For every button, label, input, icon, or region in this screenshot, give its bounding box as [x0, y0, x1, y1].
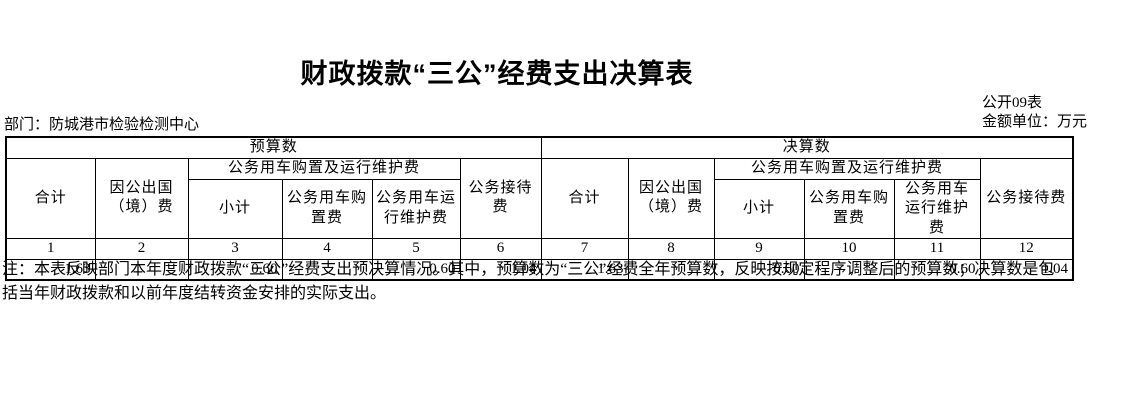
th-vehicle-subtotal-budget: 小计 [187, 178, 283, 239]
column-number-cell: 6 [459, 238, 542, 260]
note-text: 注：本表反映部门本年度财政拨款“三公”经费支出预决算情况。其中，预算数为“三公”… [2, 258, 1112, 306]
budget-section-header: 预算数 [5, 136, 542, 159]
th-total-budget: 合计 [5, 157, 96, 239]
th-reception-budget-label: 公务接待费 [468, 179, 533, 216]
column-number-cell: 1 [5, 238, 96, 260]
column-number-cell: 12 [979, 238, 1074, 260]
unit-label: 金额单位：万元 [982, 114, 1088, 130]
value-cell: 1.04 [459, 258, 542, 281]
column-number-cell: 2 [94, 238, 189, 260]
value-cell: 1.04 [979, 258, 1074, 281]
th-vehicle-purchase-final: 公务用车购置费 [803, 178, 895, 239]
page-title: 财政拨款“三公”经费支出决算表 [300, 59, 694, 89]
column-number-cell: 5 [371, 238, 461, 260]
column-number-cell: 9 [713, 238, 805, 260]
th-vehicle-subtotal-final: 小计 [713, 178, 805, 239]
column-number-cell: 11 [893, 238, 981, 260]
th-vehicle-purchase-budget: 公务用车购置费 [281, 178, 373, 239]
th-vehicle-group-final: 公务用车购置及运行维护费 [713, 157, 981, 180]
column-number-cell: 3 [187, 238, 283, 260]
value-cell: 0.60 [371, 258, 461, 281]
three-public-expense-table: 预算数 决算数 合计 因公出国（境）费 公务用车购置及运行维护费 公务接待费 合… [5, 136, 1075, 281]
note-line: 注：本表反映部门本年度财政拨款“三公”经费支出预决算情况。其中，预算数为“三公”… [2, 261, 1055, 278]
final-section-header: 决算数 [540, 136, 1074, 159]
column-number-cell: 8 [627, 238, 715, 260]
doc-meta: 公开09表 金额单位：万元 [982, 94, 1087, 132]
th-reception-budget: 公务接待费 [459, 157, 542, 239]
th-vehicle-maintenance-final: 公务用车运行维护费 [893, 178, 981, 239]
column-number-cell: 4 [281, 238, 373, 260]
th-total-final: 合计 [540, 157, 629, 239]
th-vehicle-group-budget: 公务用车购置及运行维护费 [187, 157, 461, 180]
th-reception-final: 公务接待费 [979, 157, 1074, 239]
department-label: 部门：防城港市检验检测中心 [4, 117, 200, 133]
column-number-cell: 7 [540, 238, 629, 260]
th-abroad-final: 因公出国（境）费 [627, 157, 715, 239]
th-vehicle-maintenance-budget: 公务用车运行维护费 [371, 178, 461, 239]
doc-number-label: 公开09表 [982, 95, 1043, 111]
column-number-cell: 10 [803, 238, 895, 260]
th-abroad-budget: 因公出国（境）费 [94, 157, 189, 239]
value-cell: 0.60 [187, 258, 283, 281]
value-cell: 1.63 [540, 258, 629, 281]
value-cell: 1.63 [5, 258, 96, 281]
note-line: 括当年财政拨款和以前年度结转资金安排的实际支出。 [2, 285, 387, 302]
